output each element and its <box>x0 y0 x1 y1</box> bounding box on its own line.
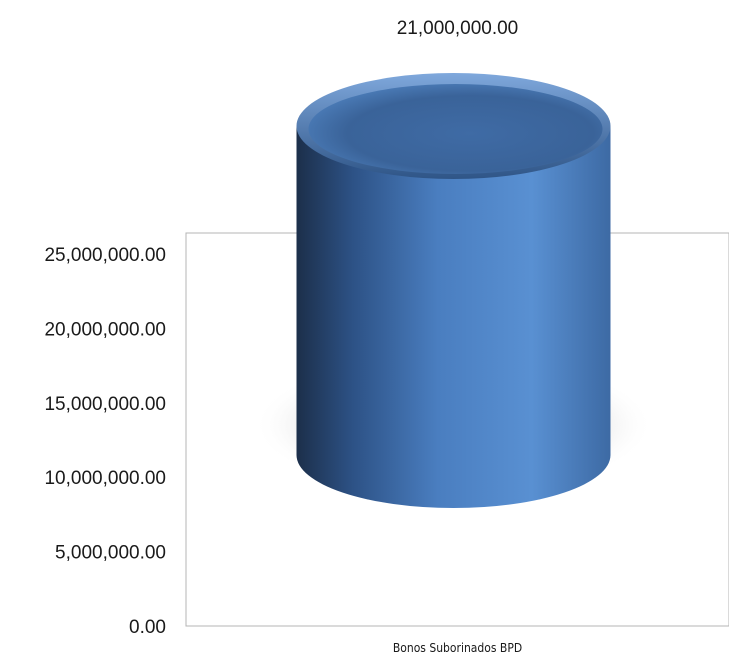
bar-body <box>296 126 611 508</box>
y-tick-label: 0.00 <box>129 617 166 638</box>
y-tick-label: 5,000,000.00 <box>55 543 166 564</box>
x-tick-label: Bonos Suborinados BPD <box>393 641 522 655</box>
y-tick-label: 15,000,000.00 <box>44 394 166 415</box>
bars: 21,000,000.00 <box>253 18 654 508</box>
y-tick-label: 25,000,000.00 <box>44 245 166 266</box>
y-tick-label: 20,000,000.00 <box>44 319 166 340</box>
bar: 21,000,000.00 <box>253 18 654 508</box>
y-axis: 0.00 5,000,000.00 10,000,000.00 15,000,000.… <box>44 245 166 638</box>
x-axis: Bonos Suborinados BPD <box>393 641 522 655</box>
y-tick-label: 10,000,000.00 <box>44 468 166 489</box>
data-label: 21,000,000.00 <box>397 18 519 39</box>
bar-top <box>308 84 603 174</box>
